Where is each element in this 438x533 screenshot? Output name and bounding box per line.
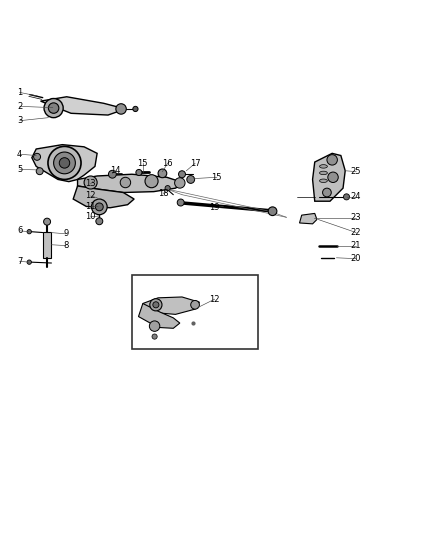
Circle shape — [153, 302, 159, 308]
Polygon shape — [43, 232, 51, 258]
Circle shape — [59, 158, 70, 168]
Circle shape — [328, 172, 338, 182]
Circle shape — [327, 155, 337, 165]
Text: 19: 19 — [209, 203, 220, 212]
Text: 18: 18 — [158, 189, 169, 198]
Text: 14: 14 — [110, 166, 120, 175]
Text: 17: 17 — [190, 159, 200, 168]
Circle shape — [136, 169, 142, 175]
Circle shape — [95, 203, 103, 211]
Text: 24: 24 — [351, 192, 361, 201]
Text: 21: 21 — [351, 241, 361, 250]
Text: 3: 3 — [17, 116, 22, 125]
Polygon shape — [138, 303, 180, 328]
Bar — [132, 275, 258, 349]
Polygon shape — [300, 213, 317, 224]
Circle shape — [120, 177, 131, 188]
Circle shape — [187, 175, 194, 183]
Circle shape — [158, 169, 167, 177]
Circle shape — [175, 177, 185, 188]
Circle shape — [92, 199, 107, 215]
Text: 1: 1 — [17, 88, 22, 97]
Text: 2: 2 — [17, 102, 22, 111]
Text: 4: 4 — [17, 150, 22, 159]
Ellipse shape — [320, 171, 327, 175]
Polygon shape — [313, 154, 345, 201]
Text: 15: 15 — [212, 173, 222, 182]
Circle shape — [150, 298, 162, 311]
Text: 22: 22 — [351, 228, 361, 237]
Text: 23: 23 — [351, 213, 361, 222]
Circle shape — [165, 185, 170, 191]
Circle shape — [268, 207, 277, 215]
Circle shape — [34, 154, 41, 160]
Text: 10: 10 — [85, 212, 96, 221]
Text: 25: 25 — [351, 167, 361, 176]
Circle shape — [179, 171, 185, 177]
Circle shape — [133, 107, 138, 111]
Circle shape — [27, 260, 32, 264]
Circle shape — [84, 176, 97, 189]
Circle shape — [48, 103, 59, 114]
Polygon shape — [143, 297, 199, 314]
Circle shape — [109, 171, 116, 178]
Circle shape — [36, 168, 43, 175]
Circle shape — [322, 188, 331, 197]
Circle shape — [145, 175, 158, 188]
Circle shape — [116, 104, 126, 114]
Circle shape — [191, 301, 199, 309]
Circle shape — [343, 194, 350, 200]
Text: 5: 5 — [17, 165, 22, 174]
Circle shape — [48, 147, 81, 180]
Text: 20: 20 — [351, 254, 361, 263]
Circle shape — [44, 99, 63, 118]
Text: 16: 16 — [162, 159, 173, 168]
Text: 12: 12 — [209, 295, 220, 304]
Circle shape — [152, 334, 157, 339]
Polygon shape — [32, 144, 97, 182]
Circle shape — [149, 321, 160, 332]
Circle shape — [44, 218, 50, 225]
Circle shape — [177, 199, 184, 206]
Text: 13: 13 — [85, 179, 96, 188]
Text: 12: 12 — [85, 191, 96, 200]
Polygon shape — [73, 186, 134, 208]
Text: 15: 15 — [138, 159, 148, 168]
Text: 6: 6 — [17, 227, 22, 235]
Ellipse shape — [320, 165, 327, 168]
Ellipse shape — [320, 179, 327, 182]
Text: 8: 8 — [63, 241, 68, 250]
Text: 9: 9 — [63, 229, 68, 238]
Text: 7: 7 — [17, 257, 22, 266]
Polygon shape — [78, 174, 184, 192]
Polygon shape — [41, 97, 125, 115]
Circle shape — [96, 218, 103, 225]
Circle shape — [27, 230, 32, 234]
Circle shape — [53, 152, 75, 174]
Text: 11: 11 — [85, 203, 96, 212]
